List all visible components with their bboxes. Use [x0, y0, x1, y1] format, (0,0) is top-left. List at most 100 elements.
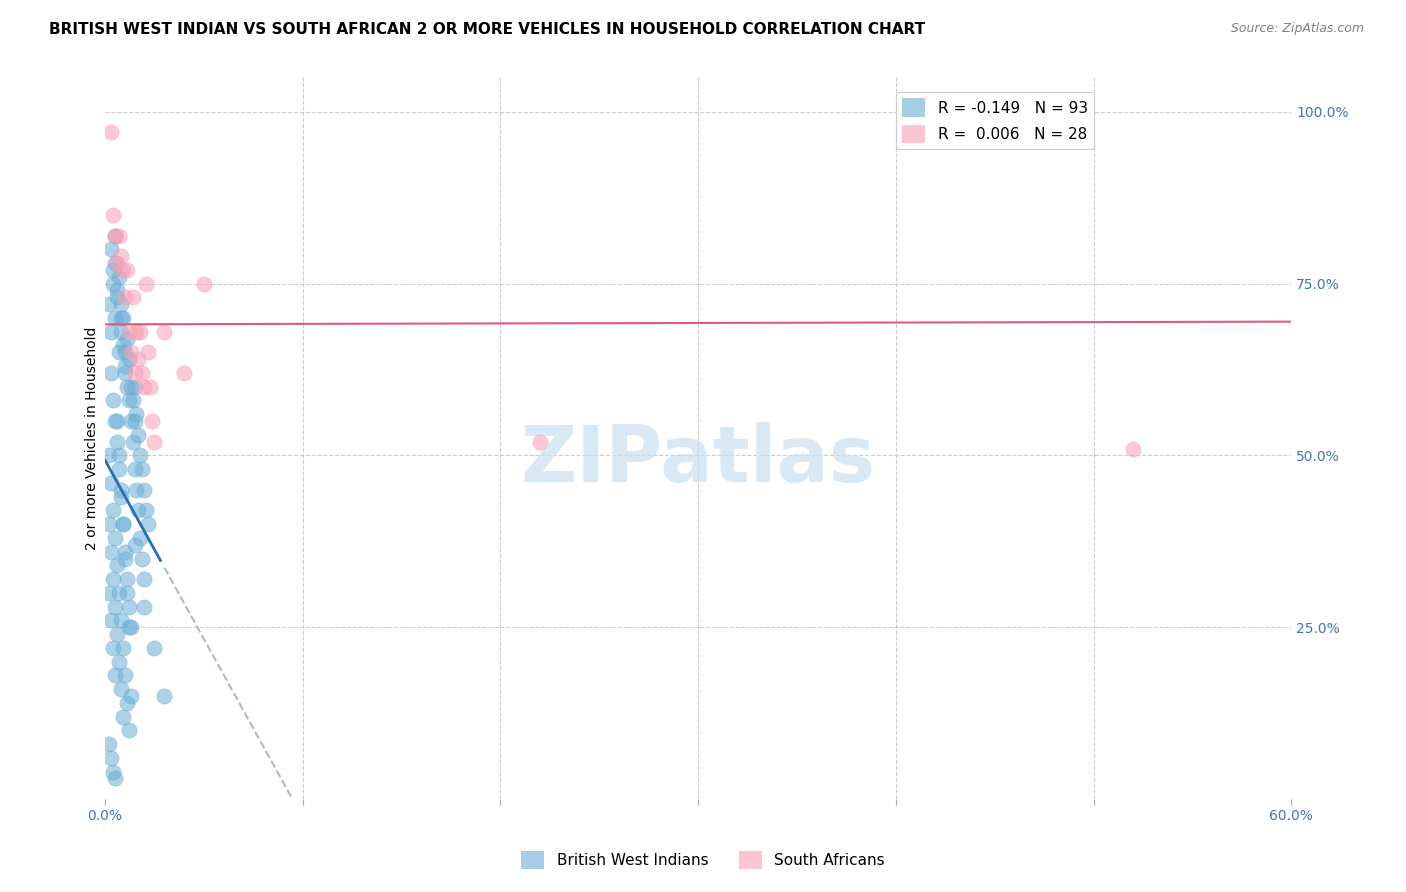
- Point: [124, 366, 146, 380]
- Point: [139, 380, 162, 394]
- Point: [111, 640, 134, 655]
- Point: [1122, 442, 1144, 456]
- Point: [114, 668, 136, 682]
- Point: [100, 325, 122, 339]
- Point: [120, 380, 142, 394]
- Point: [107, 462, 129, 476]
- Point: [97, 449, 120, 463]
- Point: [120, 689, 142, 703]
- Point: [115, 586, 138, 600]
- Point: [111, 517, 134, 532]
- Point: [115, 263, 138, 277]
- Point: [110, 483, 132, 497]
- Point: [114, 551, 136, 566]
- Point: [135, 503, 157, 517]
- Point: [97, 586, 120, 600]
- Point: [125, 325, 148, 339]
- Point: [124, 414, 146, 428]
- Point: [104, 668, 127, 682]
- Point: [105, 627, 128, 641]
- Text: Source: ZipAtlas.com: Source: ZipAtlas.com: [1230, 22, 1364, 36]
- Point: [110, 249, 132, 263]
- Point: [104, 310, 127, 325]
- Point: [101, 640, 124, 655]
- Point: [117, 599, 139, 614]
- Point: [124, 538, 146, 552]
- Point: [117, 723, 139, 738]
- Point: [111, 338, 134, 352]
- Point: [120, 345, 142, 359]
- Point: [107, 345, 129, 359]
- Point: [100, 242, 122, 256]
- Point: [110, 682, 132, 697]
- Point: [100, 613, 122, 627]
- Y-axis label: 2 or more Vehicles in Household: 2 or more Vehicles in Household: [86, 326, 100, 550]
- Point: [143, 434, 166, 449]
- Point: [107, 586, 129, 600]
- Point: [134, 380, 156, 394]
- Point: [115, 332, 138, 346]
- Point: [97, 737, 120, 751]
- Point: [114, 345, 136, 359]
- Point: [129, 449, 152, 463]
- Point: [115, 696, 138, 710]
- Point: [125, 407, 148, 421]
- Point: [114, 359, 136, 373]
- Point: [120, 620, 142, 634]
- Point: [110, 297, 132, 311]
- Point: [110, 613, 132, 627]
- Point: [111, 310, 134, 325]
- Point: [121, 290, 143, 304]
- Point: [104, 228, 127, 243]
- Point: [111, 709, 134, 723]
- Point: [104, 599, 127, 614]
- Point: [131, 366, 153, 380]
- Point: [107, 228, 129, 243]
- Legend: British West Indians, South Africans: British West Indians, South Africans: [516, 845, 890, 875]
- Point: [107, 655, 129, 669]
- Point: [101, 393, 124, 408]
- Point: [117, 393, 139, 408]
- Point: [193, 277, 215, 291]
- Point: [104, 256, 127, 270]
- Point: [115, 380, 138, 394]
- Text: BRITISH WEST INDIAN VS SOUTH AFRICAN 2 OR MORE VEHICLES IN HOUSEHOLD CORRELATION: BRITISH WEST INDIAN VS SOUTH AFRICAN 2 O…: [49, 22, 925, 37]
- Point: [101, 572, 124, 586]
- Legend: R = -0.149   N = 93, R =  0.006   N = 28: R = -0.149 N = 93, R = 0.006 N = 28: [897, 92, 1094, 150]
- Point: [100, 751, 122, 765]
- Point: [117, 352, 139, 367]
- Text: ZIPatlas: ZIPatlas: [520, 422, 876, 498]
- Point: [127, 427, 149, 442]
- Point: [131, 462, 153, 476]
- Point: [117, 620, 139, 634]
- Point: [110, 310, 132, 325]
- Point: [105, 256, 128, 270]
- Point: [153, 325, 176, 339]
- Point: [105, 434, 128, 449]
- Point: [127, 503, 149, 517]
- Point: [124, 462, 146, 476]
- Point: [138, 345, 160, 359]
- Point: [110, 325, 132, 339]
- Point: [121, 434, 143, 449]
- Point: [101, 764, 124, 779]
- Point: [105, 414, 128, 428]
- Point: [173, 366, 195, 380]
- Point: [101, 503, 124, 517]
- Point: [100, 366, 122, 380]
- Point: [101, 277, 124, 291]
- Point: [105, 558, 128, 573]
- Point: [131, 551, 153, 566]
- Point: [100, 125, 122, 139]
- Point: [97, 517, 120, 532]
- Point: [114, 290, 136, 304]
- Point: [114, 366, 136, 380]
- Point: [107, 449, 129, 463]
- Point: [129, 325, 152, 339]
- Point: [529, 434, 551, 449]
- Point: [101, 263, 124, 277]
- Point: [125, 483, 148, 497]
- Point: [104, 772, 127, 786]
- Point: [101, 208, 124, 222]
- Point: [138, 517, 160, 532]
